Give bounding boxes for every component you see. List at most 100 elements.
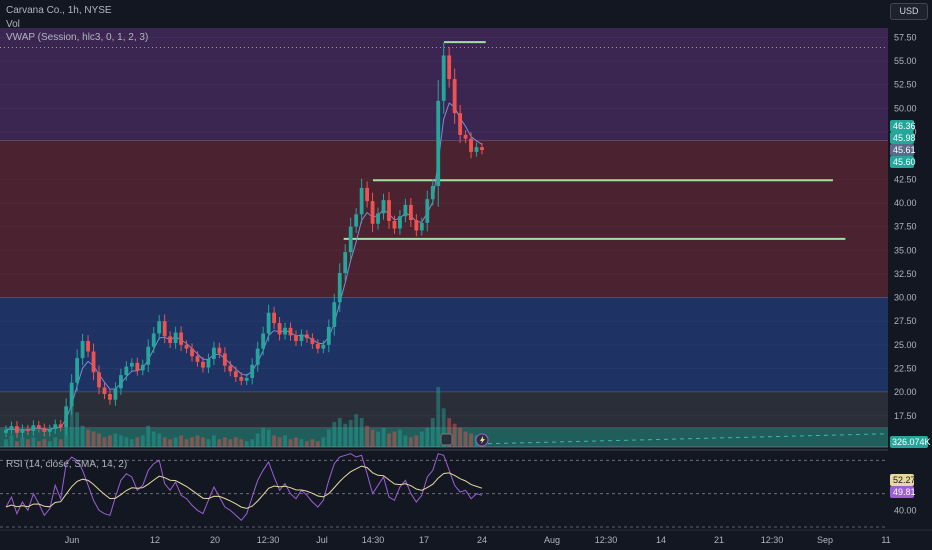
volume-bar-44 [244,441,249,447]
time-tick-label: 12:30 [595,535,618,545]
vwap-legend: VWAP (Session, hlc3, 0, 1, 2, 3) [6,32,149,43]
volume-bar-57 [315,441,320,447]
candle-body-34 [190,348,194,357]
price-tick-label: 55.00 [894,56,917,66]
volume-bar-2 [15,441,19,447]
price-tick-label: 27.50 [894,316,917,326]
candle-body-0 [4,429,8,433]
candle-body-78 [430,185,435,200]
price-axis-panel [888,0,932,550]
volume-bar-39 [217,439,222,447]
candle-body-14 [80,341,85,359]
volume-bar-51 [283,435,287,447]
price-tag-label: 45.60 [893,157,916,167]
price-tick-label: 52.50 [894,80,917,90]
candle-body-55 [305,334,309,339]
volume-bar-83 [458,427,463,447]
candle-body-62 [343,252,348,273]
time-tick-label: Jul [316,535,328,545]
candle-body-33 [184,344,189,349]
candle-body-56 [310,338,315,344]
candle-body-87 [480,147,484,151]
volume-bar-5 [31,437,36,447]
candle-body-77 [425,199,430,223]
candle-body-19 [108,394,112,400]
volume-bar-75 [414,435,419,447]
volume-bar-77 [425,427,430,447]
volume-bar-55 [305,441,309,447]
candle-body-81 [447,55,452,80]
candle-body-15 [86,341,90,352]
candle-body-31 [173,332,178,343]
time-tick-label: 24 [477,535,487,545]
candle-body-26 [146,346,151,365]
volume-bar-63 [348,419,353,447]
volume-bar-58 [321,437,326,447]
volume-bar-36 [201,437,205,447]
symbol-title: Carvana Co., 1h, NYSE [6,5,112,16]
candle-body-11 [64,406,69,428]
vwap-line [5,102,483,431]
candle-body-69 [381,200,386,214]
candle-body-43 [239,377,244,381]
volume-bar-10 [58,439,63,447]
price-tick-label: 20.00 [894,387,917,397]
volume-bar-17 [97,433,101,447]
earnings-marker-icon[interactable] [440,433,453,446]
time-tick-label: 17 [419,535,429,545]
volume-bar-54 [299,439,304,447]
candle-body-32 [179,332,183,345]
volume-bar-62 [343,423,348,447]
candle-body-58 [321,344,326,349]
price-tick-label: 17.50 [894,411,917,421]
candle-body-28 [157,321,162,334]
candle-body-85 [469,138,473,152]
candle-body-80 [441,55,446,101]
volume-bar-21 [118,435,123,447]
candle-body-68 [376,213,380,224]
candle-body-83 [458,113,463,135]
candle-body-47 [261,333,266,349]
volume-bar-22 [124,437,129,447]
volume-bar-8 [47,441,52,447]
volume-bar-71 [392,431,397,447]
volume-bar-16 [91,431,96,447]
candle-body-16 [91,351,96,373]
volume-bar-33 [184,439,189,447]
volume-bar-15 [86,429,90,447]
time-tick-label: 11 [881,535,890,545]
time-tick-label: 12:30 [257,535,280,545]
volume-bar-82 [452,423,457,447]
candle-body-54 [299,334,304,342]
candle-body-22 [124,366,129,376]
volume-bar-49 [272,435,277,447]
candle-body-36 [201,361,205,368]
volume-bar-30 [168,439,173,447]
price-tick-label: 50.00 [894,103,917,113]
candle-body-66 [365,187,370,202]
price-tick-label: 35.00 [894,245,917,255]
time-tick-label: Sep [817,535,833,545]
candle-body-46 [255,348,260,365]
candle-body-65 [359,187,364,215]
candle-body-84 [463,134,468,139]
candle-body-13 [75,358,80,383]
candle-body-40 [222,353,227,366]
candle-body-38 [211,347,216,360]
volume-bar-70 [387,433,391,447]
candle-body-21 [118,375,123,389]
rsi-tag-bg [890,474,914,486]
currency-selector[interactable]: USD [890,3,928,20]
rsi-tag-bg [890,486,914,498]
candle-body-51 [283,327,287,335]
volume-bar-68 [376,431,380,447]
candle-body-25 [140,364,145,371]
candle-body-44 [244,377,249,381]
volume-bar-40 [222,437,227,447]
volume-bar-65 [359,417,364,447]
volume-bar-85 [469,433,473,447]
price-tick-label: 57.50 [894,32,917,42]
volume-ma-projection [487,433,889,445]
price-tick-label: 25.00 [894,340,917,350]
